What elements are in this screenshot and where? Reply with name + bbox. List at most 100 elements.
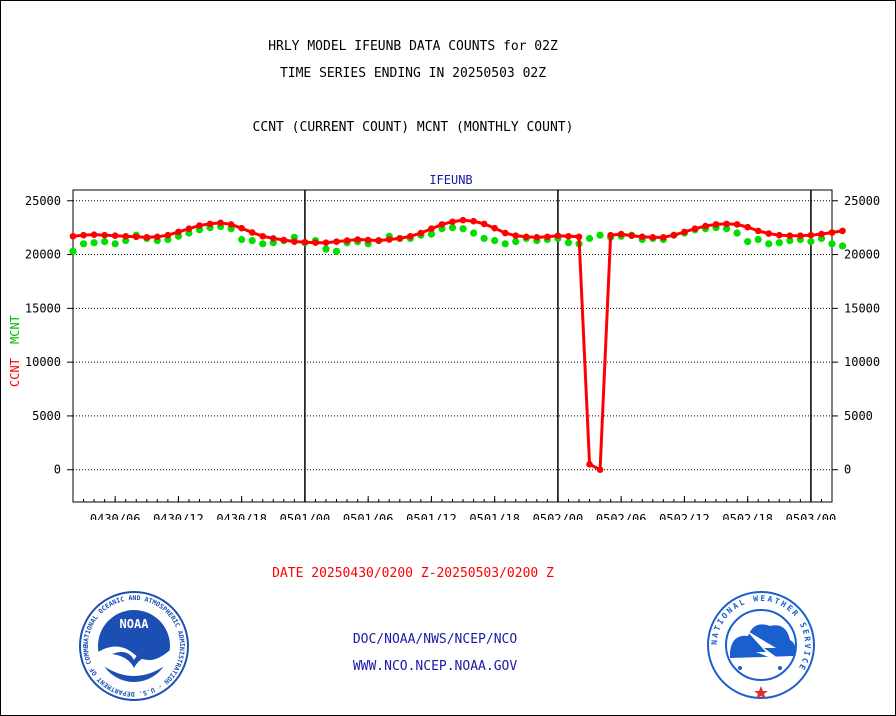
mcnt-point [501, 240, 509, 248]
ccnt-point [238, 224, 245, 232]
ccnt-point [575, 233, 583, 241]
mcnt-point [332, 247, 341, 255]
mcnt-point [90, 239, 98, 247]
ccnt-point [227, 221, 235, 228]
ccnt-point [828, 229, 836, 236]
ccnt-point [554, 232, 562, 240]
ccnt-point [459, 216, 467, 224]
noaa-logo: NATIONAL OCEANIC AND ATMOSPHERIC ADMINIS… [78, 590, 189, 701]
mcnt-point [248, 236, 256, 245]
x-tick-label: 0501/00 [280, 512, 331, 520]
mcnt-point [459, 225, 467, 233]
ccnt-point [544, 233, 551, 241]
footer-url[interactable]: WWW.NCO.NCEP.NOAA.GOV [352, 659, 518, 674]
mcnt-point [512, 238, 520, 246]
panel-title: IFEUNB [429, 173, 472, 187]
ccnt-point [417, 229, 425, 237]
ccnt-point [797, 232, 804, 240]
ccnt-point [522, 233, 530, 241]
y-tick-label-right: 20000 [844, 248, 880, 262]
ccnt-point [111, 232, 119, 240]
mcnt-point [786, 236, 794, 245]
y-tick-label: 10000 [25, 355, 61, 369]
ccnt-point [312, 239, 319, 247]
y-tick-label: 25000 [25, 194, 61, 208]
ccnt-point [660, 234, 667, 241]
y-tick-label-right: 15000 [844, 301, 880, 315]
mcnt-point [79, 240, 88, 248]
ccnt-point [154, 233, 161, 241]
ccnt-point [596, 466, 604, 474]
series-layer [69, 216, 847, 474]
ccnt-point [333, 238, 340, 245]
x-tick-label: 0503/00 [786, 512, 837, 520]
ccnt-point [723, 220, 730, 228]
ccnt-point [364, 236, 372, 244]
ccnt-point [586, 461, 593, 468]
ccnt-point [101, 231, 108, 239]
ccnt-point [80, 231, 87, 239]
chart-title: HRLY MODEL IFEUNB DATA COUNTS for 02Z [268, 39, 558, 54]
nws-logo: NATIONAL WEATHER SERVICE [707, 591, 815, 699]
ccnt-point [269, 235, 277, 242]
chart-description: CCNT (CURRENT COUNT) MCNT (MONTHLY COUNT… [252, 120, 574, 135]
ccnt-point [702, 222, 709, 230]
ccnt-point [407, 232, 414, 240]
mcnt-point [722, 225, 731, 233]
ccnt-point [375, 237, 383, 244]
ccnt-point [765, 230, 773, 237]
ccnt-point [301, 238, 309, 246]
ccnt-point [712, 221, 720, 228]
mcnt-point [807, 238, 815, 246]
ccnt-point [681, 228, 688, 236]
ccnt-point [280, 236, 288, 244]
ccnt-point [533, 234, 541, 241]
mcnt-point [238, 235, 246, 244]
mcnt-point [427, 230, 436, 238]
ccnt-point [217, 219, 224, 227]
mcnt-point [765, 240, 773, 248]
ccnt-point [818, 230, 825, 238]
ccnt-point [90, 231, 98, 238]
x-tick-label: 0502/12 [659, 512, 710, 520]
ccnt-point [628, 232, 636, 240]
ccnt-point [164, 231, 172, 239]
ccnt-point [354, 236, 361, 243]
y-tick-label: 5000 [32, 409, 61, 423]
grid-layer [73, 200, 832, 471]
y-tick-label: 15000 [25, 301, 61, 315]
ccnt-point [291, 238, 298, 245]
mcnt-point [259, 240, 267, 248]
ccnt-point [670, 231, 678, 239]
ccnt-point [69, 232, 77, 240]
ccnt-point [322, 239, 330, 247]
ccnt-point [196, 222, 203, 229]
ccnt-point [185, 225, 193, 233]
mcnt-point [733, 229, 741, 237]
ccnt-point [206, 220, 214, 228]
mcnt-point [101, 238, 109, 246]
y-label-mcnt: MCNT [8, 315, 22, 344]
y-tick-label-right: 10000 [844, 355, 880, 369]
mcnt-point [480, 234, 488, 243]
x-tick-label: 0430/06 [90, 512, 141, 520]
ccnt-point [649, 234, 657, 241]
ccnt-point [786, 232, 794, 240]
ccnt-point [607, 231, 614, 239]
ccnt-point [396, 235, 404, 242]
ccnt-point [122, 232, 130, 240]
ccnt-point [428, 225, 435, 233]
ccnt-point [143, 234, 151, 241]
ccnt-point [248, 229, 256, 236]
noaa-logo-text: NOAA [120, 617, 150, 631]
ccnt-point [775, 231, 783, 239]
ccnt-point [385, 236, 393, 243]
ccnt-point [744, 223, 751, 231]
ccnt-point [839, 227, 846, 235]
mcnt-point [448, 224, 457, 232]
mcnt-point [111, 240, 119, 248]
mcnt-point [69, 247, 77, 255]
mcnt-point [828, 240, 836, 248]
mcnt-point [775, 239, 783, 247]
axis-layer: 0 0 5000 5000 10000 10000 15000 15000 20000 20000… [25, 189, 880, 520]
